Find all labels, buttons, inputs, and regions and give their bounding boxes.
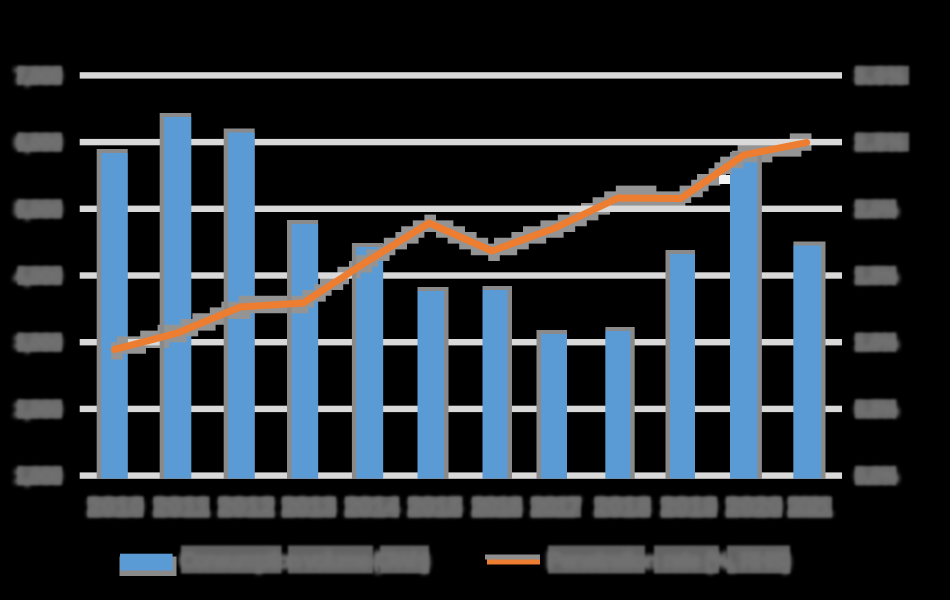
svg-text:2014: 2014 <box>345 494 400 521</box>
svg-text:2010: 2010 <box>88 494 144 521</box>
svg-text:6,000: 6,000 <box>14 133 62 154</box>
svg-text:2.0%: 2.0% <box>855 200 898 221</box>
svg-text:2016: 2016 <box>472 494 522 521</box>
svg-text:2011: 2011 <box>154 494 210 521</box>
svg-text:2018: 2018 <box>595 494 651 521</box>
svg-text:Penetration rate (%, RHS): Penetration rate (%, RHS) <box>547 548 791 573</box>
svg-text:2.5%: 2.5% <box>855 133 906 154</box>
svg-text:1.0%: 1.0% <box>855 333 898 354</box>
svg-text:2013: 2013 <box>282 494 336 521</box>
svg-text:2017: 2017 <box>531 494 581 521</box>
svg-text:2015: 2015 <box>408 494 462 521</box>
svg-text:2019: 2019 <box>661 494 717 521</box>
svg-text:3,000: 3,000 <box>14 333 62 354</box>
svg-text:2021: 2021 <box>788 494 832 521</box>
svg-text:1,000: 1,000 <box>14 467 62 488</box>
svg-text:5,000: 5,000 <box>14 200 62 221</box>
svg-text:2012: 2012 <box>218 494 274 521</box>
svg-text:2,000: 2,000 <box>14 400 62 421</box>
svg-text:0.0%: 0.0% <box>855 467 898 488</box>
svg-text:3.0%: 3.0% <box>855 66 906 87</box>
svg-text:1.5%: 1.5% <box>855 267 898 288</box>
svg-text:2020: 2020 <box>726 494 782 521</box>
svg-text:0.5%: 0.5% <box>855 400 898 421</box>
svg-text:Consumption volume (GWh): Consumption volume (GWh) <box>180 548 430 573</box>
svg-text:4,000: 4,000 <box>14 267 62 288</box>
svg-text:7,000: 7,000 <box>14 66 62 87</box>
